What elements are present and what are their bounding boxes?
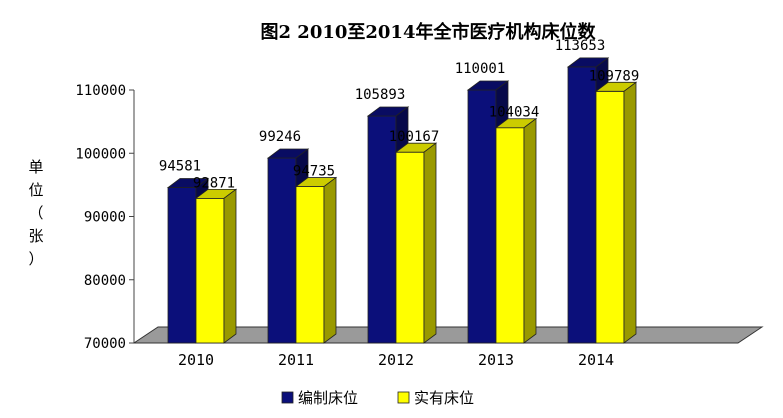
legend-swatch — [281, 391, 294, 404]
x-category-label: 2011 — [278, 351, 314, 369]
bar-planned-2011 — [267, 157, 297, 344]
legend: 编制床位 实有床位 — [281, 389, 474, 407]
bar-side — [523, 117, 537, 344]
x-category-label: 2013 — [478, 351, 514, 369]
legend-label: 编制床位 — [298, 389, 358, 407]
y-axis-label-char: 位 — [28, 181, 43, 199]
bar-planned-2012 — [367, 115, 397, 344]
data-label: 105893 — [355, 87, 406, 103]
bar-side — [623, 81, 637, 344]
bar-planned-2013 — [467, 89, 497, 344]
data-label: 104034 — [489, 105, 540, 121]
data-label: 109789 — [589, 68, 640, 84]
y-tick-label: 90000 — [84, 210, 126, 226]
bar-side — [323, 176, 337, 344]
x-category-label: 2012 — [378, 351, 414, 369]
bar-actual-2013 — [495, 127, 525, 344]
x-category-label: 2010 — [178, 351, 214, 369]
bar-actual-2011 — [295, 186, 325, 344]
data-label: 99246 — [259, 129, 301, 145]
bar-side — [223, 188, 237, 344]
legend-swatch — [397, 391, 410, 404]
data-label: 100167 — [389, 129, 440, 145]
data-label: 92871 — [193, 175, 235, 191]
bar-planned-2014 — [567, 66, 597, 344]
x-axis-categories: 2010 2011 2012 2013 2014 — [178, 351, 614, 369]
y-axis-label-char: 单 — [28, 158, 43, 176]
bar-actual-2014 — [595, 90, 625, 344]
y-axis-label-char: ） — [28, 250, 43, 268]
y-tick-label: 70000 — [84, 336, 126, 352]
bar-actual-2010 — [195, 197, 225, 344]
data-label: 94581 — [159, 159, 201, 175]
y-tick-label: 100000 — [75, 146, 126, 162]
data-label: 110001 — [455, 61, 506, 77]
y-axis-ticks: 70000 80000 90000 100000 110000 — [75, 83, 134, 352]
data-label: 94735 — [293, 164, 335, 180]
bar-planned-2010 — [167, 187, 197, 344]
x-category-label: 2014 — [578, 351, 614, 369]
data-label: 113653 — [555, 38, 606, 54]
chart-title: 图2 2010至2014年全市医疗机构床位数 — [261, 21, 597, 43]
y-axis-label-char: （ — [28, 204, 43, 222]
y-axis-label: 单位 （ 张 ） — [28, 158, 43, 268]
bar-actual-2012 — [395, 151, 425, 344]
bars — [166, 57, 638, 344]
y-tick-label: 110000 — [75, 83, 126, 99]
legend-label: 实有床位 — [414, 389, 474, 407]
y-axis-label-char: 张 — [28, 227, 43, 245]
bar-side — [423, 142, 437, 344]
y-tick-label: 80000 — [84, 273, 126, 289]
